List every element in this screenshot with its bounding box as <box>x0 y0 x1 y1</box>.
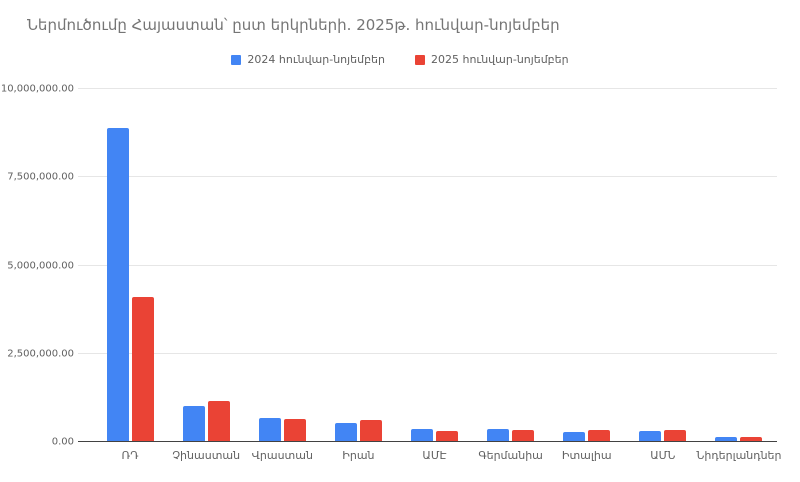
x-axis-label: Իրան <box>342 449 375 462</box>
legend-swatch-icon <box>415 54 425 65</box>
bar-2024-c6 <box>563 432 586 442</box>
gridline <box>78 88 777 89</box>
x-axis-label: Չինաստան <box>172 449 241 462</box>
legend: 2024 հունվար-նոյեմբեր 2025 հունվար-նոյեմբ… <box>0 53 800 66</box>
bar-2024-c7 <box>639 431 662 442</box>
x-axis-label: Գերմանիա <box>478 449 543 462</box>
gridline <box>78 264 777 266</box>
x-axis-label: Իտալիա <box>561 449 612 462</box>
plot-area <box>78 88 777 442</box>
bar-2024-c8 <box>715 437 738 442</box>
x-axis-label: ԱՄԷ <box>422 449 447 462</box>
bar-2024-c4 <box>411 428 433 442</box>
bar-2025-c3 <box>359 420 382 442</box>
bar-2025-c2 <box>283 419 306 442</box>
legend-item-2024: 2024 հունվար-նոյեմբեր <box>231 53 385 66</box>
y-axis-label: 0.00 <box>51 436 74 448</box>
legend-label: 2024 հունվար-նոյեմբեր <box>247 53 385 66</box>
gridline <box>78 176 777 178</box>
bar-2025-c7 <box>664 429 687 442</box>
y-axis-label: 10,000,000.00 <box>0 83 74 95</box>
bar-2025-c1 <box>207 400 230 442</box>
bar-2025-c8 <box>740 437 763 442</box>
x-axis-label: Նիդերլանդներ <box>696 449 782 462</box>
x-axis-label: Վրաստան <box>251 449 313 462</box>
x-axis-label: ՌԴ <box>121 449 139 462</box>
bar-2024-c1 <box>182 406 205 442</box>
legend-swatch-icon <box>231 54 242 65</box>
chart-title: Ներմուծումը Հայաստան՝ ըստ երկրների. 2025… <box>27 16 560 34</box>
bar-2025-c0 <box>131 297 154 442</box>
legend-item-2025: 2025 հունվար-նոյեմբեր <box>415 53 569 66</box>
y-axis-label: 7,500,000.00 <box>7 171 74 183</box>
bar-2024-c2 <box>258 418 281 442</box>
x-axis-baseline <box>78 441 777 442</box>
bar-2025-c5 <box>512 430 535 442</box>
gridline <box>78 352 777 354</box>
bar-2024-c5 <box>487 428 510 442</box>
x-axis-label: ԱՄՆ <box>650 449 676 462</box>
bar-2024-c0 <box>106 127 129 442</box>
bar-2024-c3 <box>334 422 357 442</box>
bar-2025-c6 <box>588 429 611 442</box>
legend-label: 2025 հունվար-նոյեմբեր <box>431 53 569 66</box>
bar-2025-c4 <box>436 431 458 442</box>
y-axis-label: 5,000,000.00 <box>7 260 74 271</box>
y-axis-label: 2,500,000.00 <box>7 348 74 360</box>
